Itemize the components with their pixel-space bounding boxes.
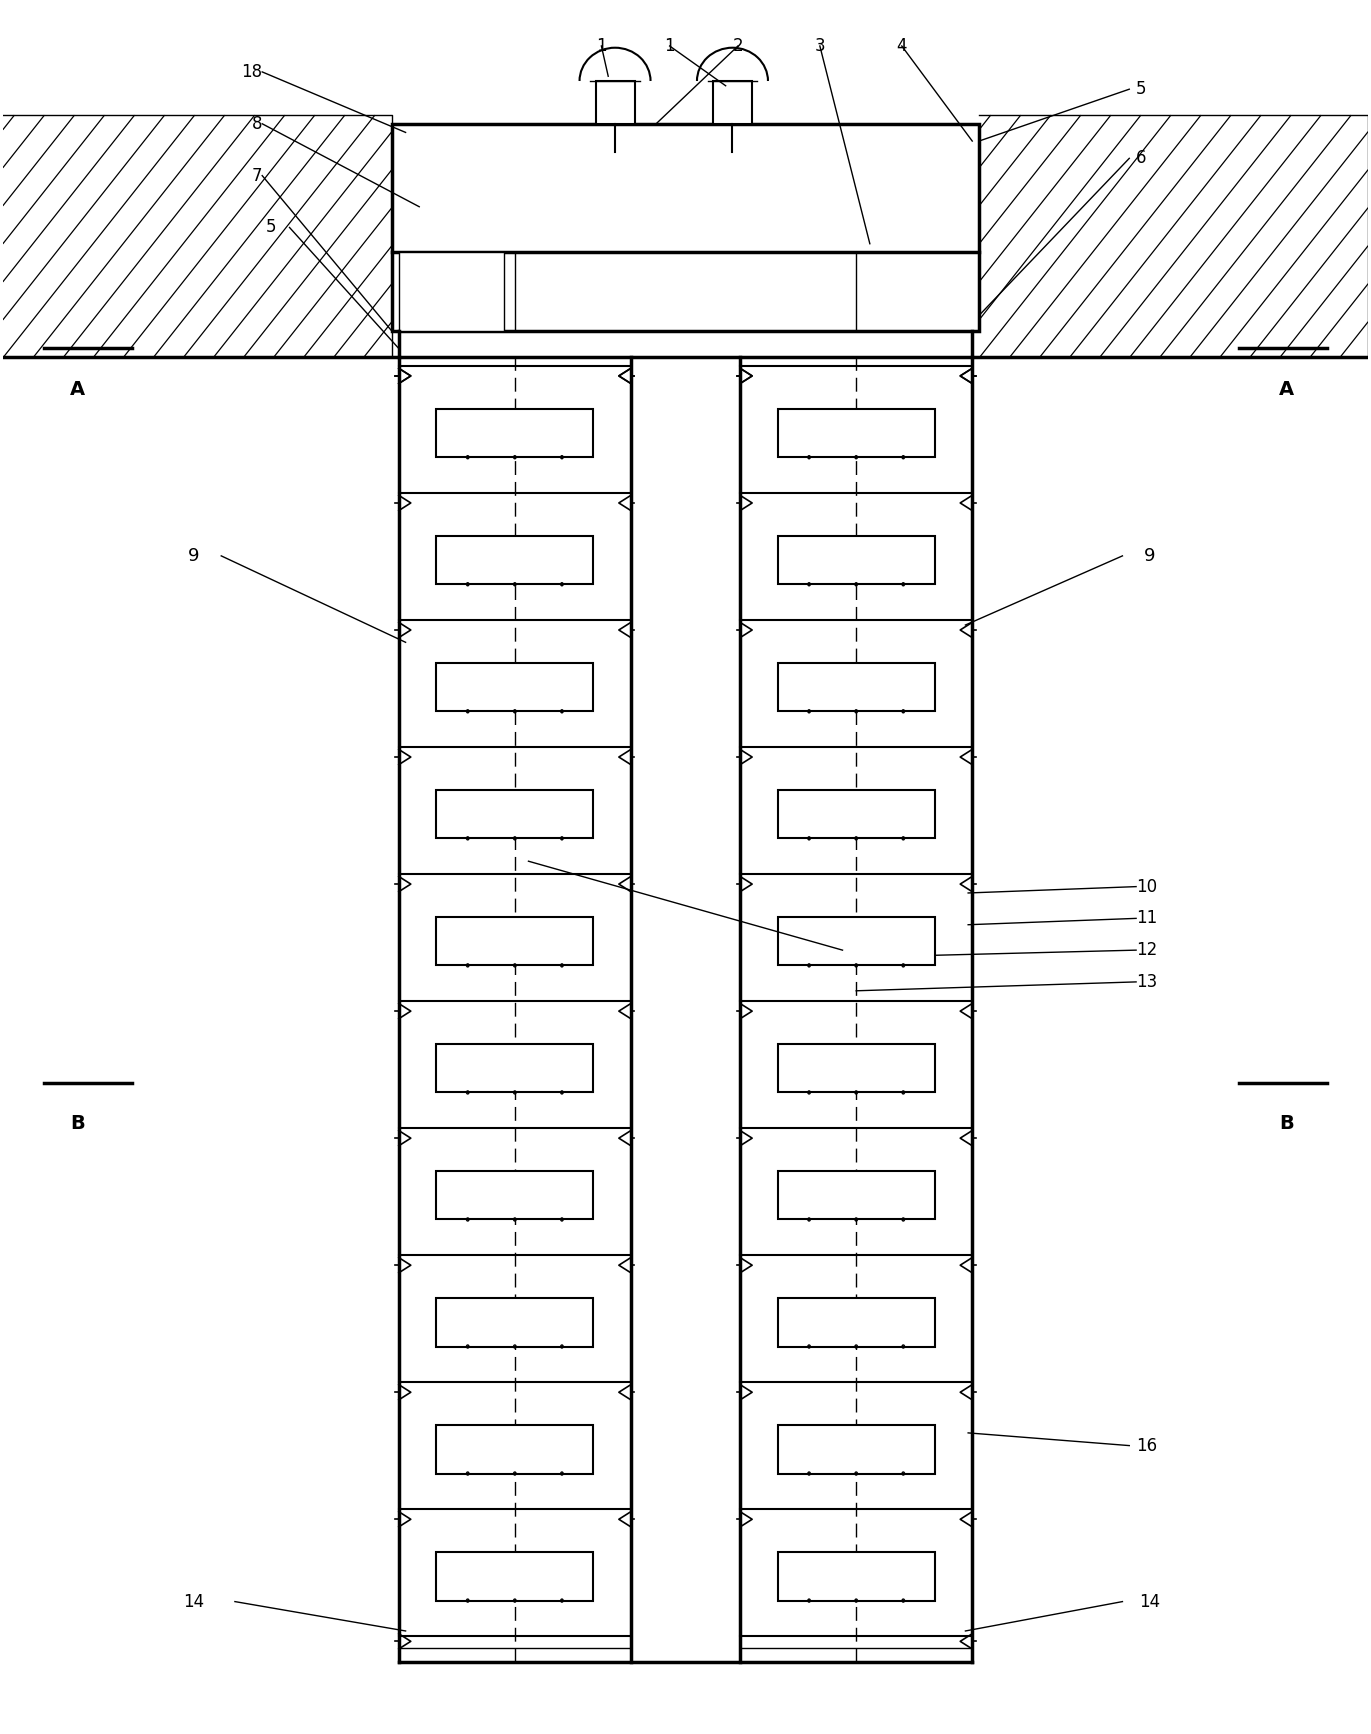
Text: 4: 4 <box>897 36 908 55</box>
Bar <box>777 409 935 458</box>
Bar <box>436 1425 594 1474</box>
Text: B: B <box>1279 1115 1294 1132</box>
Bar <box>436 1044 594 1092</box>
Bar <box>777 1552 935 1600</box>
Bar <box>595 81 635 123</box>
Bar <box>436 409 594 458</box>
Bar <box>777 1170 935 1219</box>
Bar <box>777 1044 935 1092</box>
Text: 7: 7 <box>252 166 262 184</box>
Bar <box>777 1425 935 1474</box>
Text: 1: 1 <box>596 36 607 55</box>
Text: 6: 6 <box>1137 149 1146 168</box>
Bar <box>436 791 594 838</box>
Bar <box>399 253 505 331</box>
Text: 14: 14 <box>184 1592 204 1611</box>
Bar <box>777 917 935 966</box>
Text: 10: 10 <box>1137 877 1157 896</box>
Text: 5: 5 <box>266 218 276 236</box>
Bar <box>777 791 935 838</box>
Bar <box>436 1170 594 1219</box>
Bar <box>777 1299 935 1347</box>
Bar <box>436 917 594 966</box>
Text: 18: 18 <box>241 62 262 81</box>
Bar <box>777 536 935 584</box>
Text: 14: 14 <box>1139 1592 1160 1611</box>
Text: 11: 11 <box>1137 909 1157 928</box>
Bar <box>436 1299 594 1347</box>
Text: 9: 9 <box>1143 546 1156 565</box>
Bar <box>436 536 594 584</box>
Text: B: B <box>70 1115 85 1132</box>
Text: 16: 16 <box>1137 1436 1157 1455</box>
Text: A: A <box>70 380 85 399</box>
Bar <box>777 662 935 711</box>
Text: 12: 12 <box>1137 942 1157 959</box>
Text: 2: 2 <box>732 36 743 55</box>
Bar <box>713 81 753 123</box>
Bar <box>436 662 594 711</box>
Text: 1: 1 <box>665 36 675 55</box>
Text: 13: 13 <box>1137 973 1157 990</box>
Text: 3: 3 <box>814 36 825 55</box>
Bar <box>392 123 979 331</box>
Text: 5: 5 <box>1137 80 1146 99</box>
Text: 9: 9 <box>188 546 200 565</box>
Bar <box>436 1552 594 1600</box>
Text: A: A <box>1279 380 1294 399</box>
Text: 8: 8 <box>252 114 262 134</box>
